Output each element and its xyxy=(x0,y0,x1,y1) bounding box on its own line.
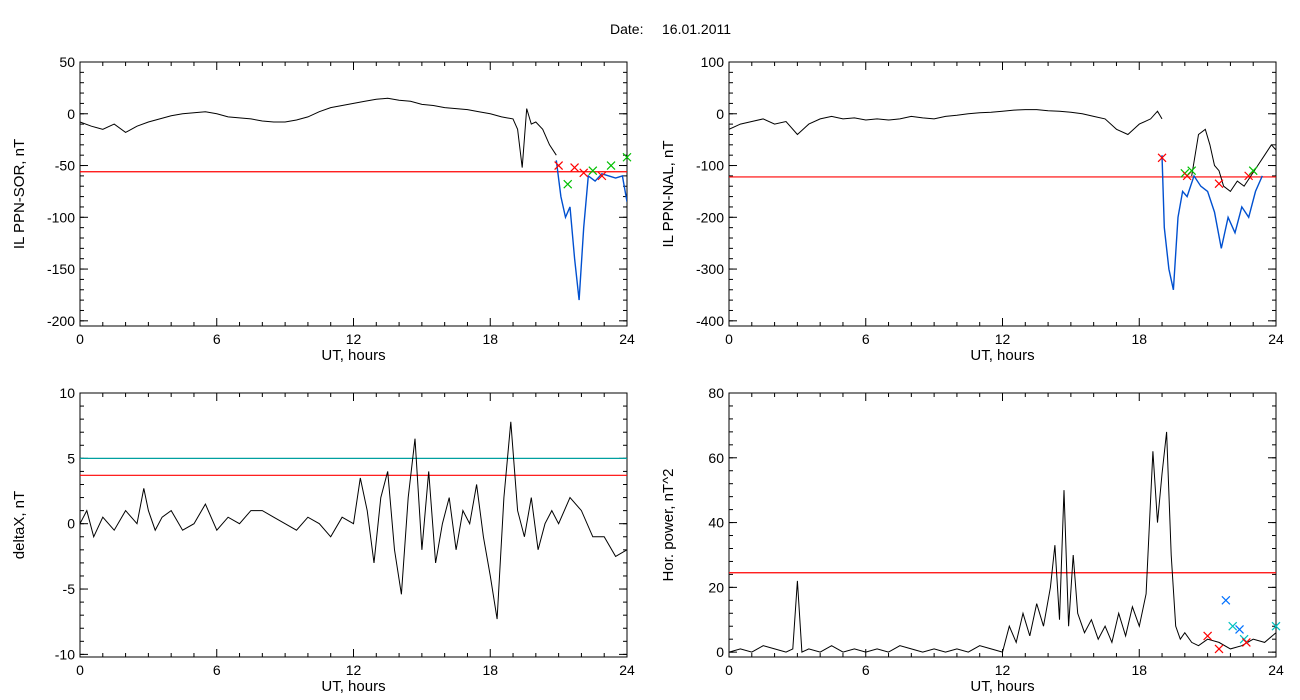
y-tick-label: 20 xyxy=(708,579,724,595)
x-tick-label: 12 xyxy=(346,662,362,678)
event-marker xyxy=(1228,621,1238,631)
y-tick-label: 0 xyxy=(716,644,724,660)
y-tick-label: 5 xyxy=(67,450,75,466)
plot-area xyxy=(80,421,627,620)
y-tick-label: 0 xyxy=(716,106,724,122)
event-marker xyxy=(1187,166,1197,176)
x-tick-label: 24 xyxy=(1268,331,1284,347)
y-tick-label: 60 xyxy=(708,450,724,466)
x-tick-label: 0 xyxy=(725,331,733,347)
event-marker xyxy=(1214,179,1224,189)
event-marker xyxy=(588,166,598,176)
x-tick-label: 18 xyxy=(1131,662,1147,678)
x-tick-label: 24 xyxy=(1268,662,1284,678)
x-axis-label: UT, hours xyxy=(970,678,1034,695)
x-tick-label: 0 xyxy=(725,662,733,678)
x-tick-label: 6 xyxy=(862,662,870,678)
y-tick-label: -200 xyxy=(696,209,724,225)
y-tick-label: -50 xyxy=(55,158,75,174)
x-tick-label: 0 xyxy=(76,331,84,347)
y-tick-label: -5 xyxy=(63,581,76,597)
date-value: 16.01.2011 xyxy=(662,21,731,37)
x-axis-label: UT, hours xyxy=(970,347,1034,364)
x-tick-label: 24 xyxy=(619,662,635,678)
y-tick-label: -100 xyxy=(47,209,75,225)
event-marker xyxy=(622,152,632,162)
x-axis-label: UT, hours xyxy=(321,678,385,695)
event-marker xyxy=(1271,621,1281,631)
y-tick-label: 40 xyxy=(708,515,724,531)
chart-panel-3: 0 6 12 18 24 10 5 0 -5 -10 UT, hours deltaX, nT xyxy=(11,385,635,695)
event-marker xyxy=(1248,166,1258,176)
event-marker xyxy=(1235,625,1244,634)
y-tick-label: -150 xyxy=(47,261,75,277)
date-label: Date: xyxy=(610,21,643,37)
event-marker xyxy=(570,163,580,173)
x-axis-label: UT, hours xyxy=(321,347,385,364)
event-marker xyxy=(606,161,616,170)
x-tick-label: 12 xyxy=(346,331,362,347)
trace-series-line xyxy=(1191,128,1276,193)
y-tick-label: -100 xyxy=(696,158,724,174)
plot-frame xyxy=(728,392,1277,658)
x-tick-label: 18 xyxy=(482,331,498,347)
trace-series-line xyxy=(80,97,557,168)
y-tick-label: 0 xyxy=(67,516,75,532)
y-axis-label: deltaX, nT xyxy=(11,491,28,559)
chart-panel-2: 0 6 12 18 24 100 0 -100 -200 -300 -400 UT, hours IL … xyxy=(660,54,1284,364)
highlight-series-line xyxy=(1161,155,1263,290)
y-axis-label: IL PPN-NAL, nT xyxy=(660,141,677,248)
x-tick-label: 6 xyxy=(213,662,221,678)
event-marker xyxy=(563,179,573,189)
x-tick-label: 18 xyxy=(482,662,498,678)
highlight-series-line xyxy=(555,160,627,301)
x-tick-label: 12 xyxy=(995,662,1011,678)
y-axis-label: Hor. power, nT^2 xyxy=(660,469,677,582)
y-tick-label: -400 xyxy=(696,313,724,329)
event-marker xyxy=(1214,644,1224,654)
plot-area xyxy=(80,97,627,301)
y-tick-label: 10 xyxy=(59,385,75,401)
trace-series-line xyxy=(729,109,1163,136)
trace-series-line xyxy=(80,421,627,620)
x-tick-label: 6 xyxy=(862,331,870,347)
y-tick-label: 50 xyxy=(59,54,75,70)
x-tick-label: 18 xyxy=(1131,331,1147,347)
event-marker xyxy=(554,161,564,170)
x-tick-label: 12 xyxy=(995,331,1011,347)
y-tick-label: -10 xyxy=(55,646,75,662)
x-tick-label: 24 xyxy=(619,331,635,347)
chart-panel-1: 0 6 12 18 24 50 0 -50 -100 -150 -200 UT, hours IL PP… xyxy=(11,54,635,364)
y-tick-label: -300 xyxy=(696,261,724,277)
event-marker xyxy=(1203,631,1213,641)
event-marker xyxy=(597,171,607,181)
y-tick-label: 80 xyxy=(708,385,724,401)
chart-panel-4: 0 6 12 18 24 80 60 40 20 0 UT, hours Hor. power, nT… xyxy=(660,385,1284,695)
y-axis-label: IL PPN-SOR, nT xyxy=(11,139,28,249)
plot-area xyxy=(729,109,1276,290)
event-marker xyxy=(1157,153,1167,163)
y-tick-label: -200 xyxy=(47,313,75,329)
plot-frame xyxy=(728,61,1277,327)
event-marker xyxy=(579,168,589,178)
plot-frame xyxy=(79,61,628,327)
event-marker xyxy=(1221,595,1231,605)
x-tick-label: 6 xyxy=(213,331,221,347)
y-tick-label: 100 xyxy=(701,54,725,70)
y-tick-label: 0 xyxy=(67,106,75,122)
plot-area xyxy=(729,431,1276,653)
event-marker xyxy=(1241,637,1251,647)
x-tick-label: 0 xyxy=(76,662,84,678)
trace-series-line xyxy=(729,431,1276,653)
